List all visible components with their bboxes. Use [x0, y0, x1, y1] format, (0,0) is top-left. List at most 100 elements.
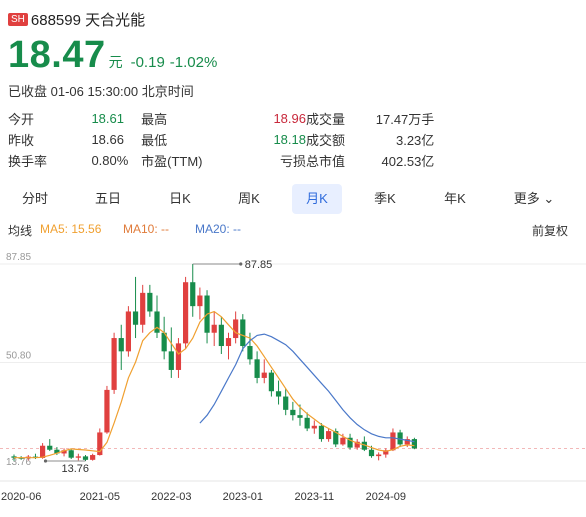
candle-body [275, 391, 282, 397]
stat-value: 18.96 [273, 111, 306, 126]
tab-4[interactable]: 月K [292, 184, 342, 214]
candle-body [240, 319, 246, 347]
adjust-mode-toggle[interactable]: 前复权 [531, 224, 568, 238]
stat-value: 3.23亿 [395, 133, 435, 148]
tab-2[interactable]: 日K [160, 184, 200, 214]
candle-body [211, 324, 217, 333]
candle-body [283, 396, 289, 410]
candle-body [132, 311, 139, 325]
stat-value: 18.66 [91, 132, 124, 147]
high-annotation: 87.85 [245, 259, 273, 271]
candle-body [311, 425, 317, 429]
tab-label: 分时 [21, 191, 48, 206]
candle-body [225, 338, 232, 347]
low-annotation: 13.76 [62, 463, 90, 475]
candle-body [154, 311, 160, 333]
stat-value: 0.80% [91, 153, 129, 168]
low-marker-dot [43, 459, 48, 463]
tab-label: 年K [444, 191, 466, 206]
stats-table: 今开 18.61 最高 18.96 成交量 17.47万手 昨收 18.66 最低 18.18 成交… [8, 108, 586, 171]
ma-label: 均线 [8, 224, 33, 238]
candle-body [147, 292, 153, 312]
price-row: 18.47 元 -0.19 -1.02% [8, 34, 217, 77]
candle-body [118, 338, 124, 352]
stock-header: SH 688599 天合光能 [8, 8, 145, 30]
x-tick-label: 2023-01 [223, 491, 263, 503]
ma20-value: MA20: -- [195, 222, 242, 236]
candle-body [168, 351, 174, 370]
candle-body [268, 372, 274, 392]
market-badge: SH [8, 12, 28, 26]
candle-body [68, 450, 74, 458]
tab-label: 周K [238, 191, 260, 206]
candle-body [411, 439, 417, 449]
candle-body [290, 409, 296, 416]
candle-body [347, 437, 353, 448]
tab-5[interactable]: 季K [362, 184, 408, 214]
price-unit: 元 [108, 54, 123, 70]
candle-body [54, 449, 60, 454]
y-tick-label: 87.85 [6, 252, 31, 263]
tab-label: 季K [374, 191, 396, 206]
candle-body [97, 432, 103, 456]
x-tick-label: 2020-06 [1, 491, 41, 503]
chevron-down-icon: ⌄ [539, 191, 555, 206]
candle-body [390, 432, 396, 451]
tab-6[interactable]: 年K [430, 184, 480, 214]
candle-body [190, 282, 196, 307]
stat-label: 最低 [141, 133, 168, 148]
period-tabs: 分时 五日 日K 周K 月K 季K 年K 更多 ⌄ [0, 184, 586, 214]
stat-label: 成交量 [305, 112, 345, 127]
tab-label: 日K [169, 191, 191, 206]
candle-body [233, 319, 239, 339]
candle-body [40, 445, 46, 458]
candle-body [376, 454, 382, 457]
ma5-value: MA5: 15.56 [40, 222, 102, 236]
candle-body [297, 415, 303, 418]
tab-label: 月K [306, 191, 328, 206]
stat-value: 18.61 [91, 111, 124, 126]
tab-3[interactable]: 周K [226, 184, 272, 214]
candle-body [11, 456, 17, 458]
ma10-value: MA10: -- [123, 222, 170, 236]
ma20-line [199, 333, 415, 443]
stat-label: 换手率 [8, 154, 48, 169]
x-tick-label: 2023-11 [295, 491, 335, 503]
candle-body [161, 332, 167, 352]
candle-body [368, 449, 375, 457]
tab-1[interactable]: 五日 [82, 184, 134, 214]
candlestick-chart[interactable]: 87.85 50.80 13.76 87.85 13.76 2020-06 2021-05 2… [0, 246, 586, 512]
stat-label: 今开 [8, 112, 35, 127]
tab-0[interactable]: 分时 [12, 184, 58, 214]
stat-label: 总市值 [305, 154, 345, 169]
stat-value: 17.47万手 [375, 112, 435, 127]
current-price: 18.47 [8, 34, 106, 76]
candle-body [383, 450, 389, 455]
candle-body [354, 441, 360, 448]
candle-body [61, 450, 67, 454]
candle-body [218, 324, 224, 347]
stock-title: 688599 天合光能 [30, 11, 146, 29]
candle-body [333, 431, 339, 445]
market-status: 已收盘 01-06 15:30:00 北京时间 [8, 84, 194, 99]
candle-body [75, 456, 81, 458]
candle-body [104, 389, 110, 433]
high-marker-dot [239, 262, 243, 266]
candle-body [304, 417, 310, 429]
candle-body [140, 292, 146, 325]
x-tick-label: 2024-09 [366, 491, 406, 503]
y-tick-label: 13.76 [6, 457, 31, 468]
tab-7[interactable]: 更多 ⌄ [503, 184, 565, 214]
stat-label: 成交额 [305, 133, 345, 148]
candle-body [247, 346, 253, 360]
tab-label: 五日 [94, 191, 121, 206]
candle-body [254, 359, 260, 378]
candle-body [47, 445, 53, 450]
candle-body [125, 311, 131, 352]
candle-body [175, 343, 182, 370]
candle-body [197, 295, 203, 307]
stat-value: 402.53亿 [381, 154, 435, 169]
candle-body [397, 432, 403, 445]
stat-label: 市盈(TTM) [141, 154, 203, 169]
stat-value: 亏损 [279, 154, 306, 169]
